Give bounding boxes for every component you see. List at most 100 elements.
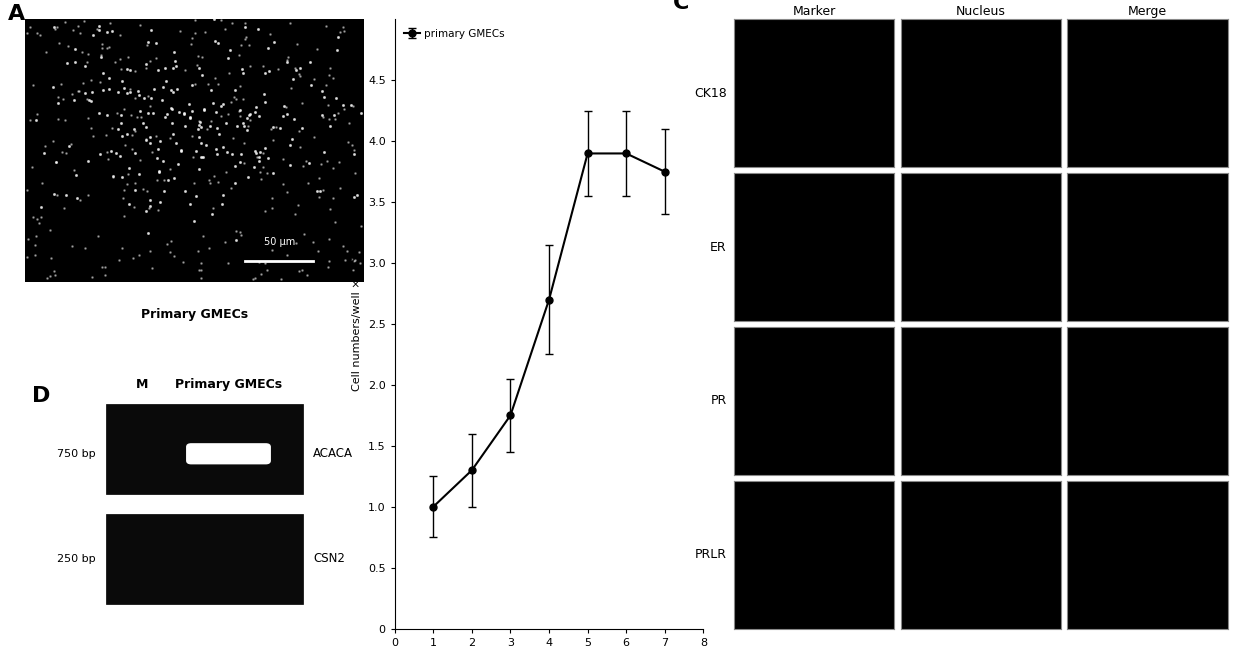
Point — [91, 49, 110, 60]
Point — [334, 27, 353, 37]
Point — [31, 211, 51, 222]
Y-axis label: PR: PR — [711, 395, 727, 408]
Point — [239, 115, 259, 125]
Text: ACACA: ACACA — [314, 447, 353, 460]
Point — [76, 88, 95, 98]
Point — [187, 60, 207, 70]
Point — [93, 85, 113, 95]
Point — [249, 257, 269, 268]
Point — [165, 251, 185, 261]
Point — [213, 99, 233, 110]
Point — [97, 43, 117, 53]
Point — [160, 132, 180, 143]
Point — [64, 95, 84, 105]
Point — [188, 51, 208, 61]
Point — [174, 109, 193, 119]
Point — [312, 110, 332, 120]
Point — [172, 257, 192, 267]
Point — [193, 231, 213, 241]
Point — [40, 225, 60, 235]
Point — [246, 273, 265, 284]
Point — [56, 190, 76, 200]
Point — [125, 148, 145, 158]
Point — [124, 202, 144, 212]
Point — [310, 186, 330, 196]
Point — [81, 75, 100, 85]
Point — [236, 17, 255, 28]
Point — [166, 138, 186, 148]
Point — [296, 156, 316, 167]
Point — [122, 144, 141, 154]
Point — [212, 199, 232, 209]
Point — [120, 110, 140, 121]
Point — [103, 170, 123, 181]
Point — [136, 63, 156, 73]
Text: Primary GMECs: Primary GMECs — [175, 378, 281, 391]
Y-axis label: CK18: CK18 — [694, 87, 727, 100]
Point — [337, 246, 357, 257]
Point — [219, 45, 239, 55]
Point — [62, 240, 82, 251]
Point — [149, 64, 169, 75]
Point — [332, 241, 352, 251]
Point — [234, 158, 254, 168]
Point — [114, 185, 134, 196]
Point — [62, 139, 82, 150]
Point — [263, 202, 283, 213]
Point — [312, 112, 332, 122]
Point — [289, 126, 309, 137]
Point — [241, 61, 260, 71]
Point — [120, 65, 140, 76]
Point — [112, 75, 131, 86]
Point — [255, 97, 275, 107]
Point — [56, 148, 76, 158]
Point — [205, 36, 224, 47]
Point — [191, 152, 211, 162]
Title: Nucleus: Nucleus — [956, 5, 1006, 18]
Point — [248, 24, 268, 34]
Point — [82, 123, 102, 133]
Point — [268, 64, 288, 75]
Point — [20, 115, 40, 125]
Point — [243, 273, 263, 284]
Point — [141, 93, 161, 104]
Point — [274, 154, 294, 164]
Bar — [107, 514, 303, 603]
Point — [125, 178, 145, 188]
Point — [253, 147, 273, 157]
Point — [155, 112, 175, 122]
Point — [140, 138, 160, 148]
Point — [324, 110, 343, 121]
Point — [93, 67, 113, 78]
Point — [300, 57, 320, 67]
Point — [203, 170, 223, 181]
Point — [208, 176, 228, 187]
Point — [195, 27, 215, 38]
Point — [286, 238, 306, 248]
Point — [135, 122, 155, 132]
Point — [97, 27, 117, 38]
Point — [293, 264, 312, 275]
Point — [50, 38, 69, 48]
Text: 250 bp: 250 bp — [57, 553, 95, 564]
Point — [321, 203, 341, 214]
Point — [78, 156, 98, 166]
Point — [345, 256, 365, 266]
Point — [46, 157, 66, 168]
Point — [263, 168, 283, 178]
Point — [277, 55, 296, 65]
Point — [107, 108, 126, 118]
Point — [305, 74, 325, 84]
Title: Marker: Marker — [792, 5, 836, 18]
Point — [290, 63, 310, 73]
Point — [89, 108, 109, 119]
Point — [138, 228, 157, 238]
Point — [272, 273, 291, 284]
Point — [143, 263, 162, 273]
Point — [286, 65, 306, 75]
Point — [9, 173, 29, 183]
Point — [298, 270, 317, 280]
Point — [112, 64, 131, 74]
Point — [125, 126, 145, 136]
Point — [262, 123, 281, 133]
